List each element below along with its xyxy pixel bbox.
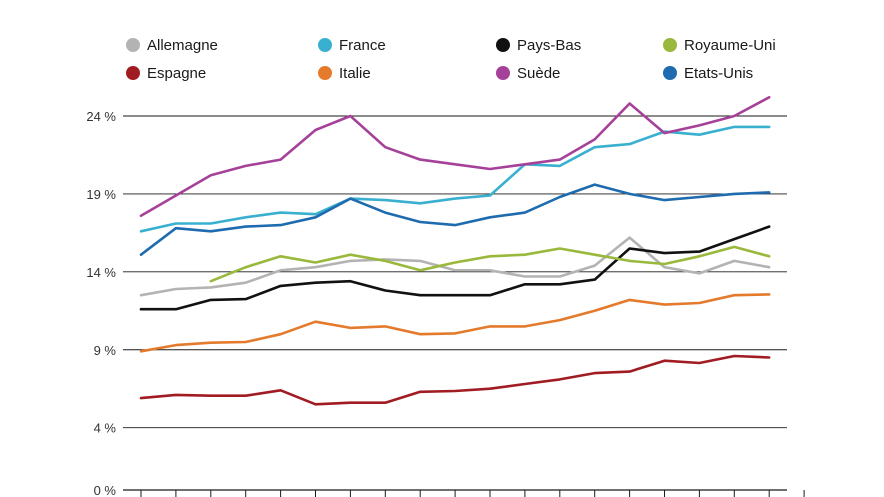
y-tick-label: 14 % (86, 265, 116, 280)
series-line-france (139, 125, 771, 233)
legend-label: Pays-Bas (517, 37, 581, 54)
legend-marker (496, 66, 510, 80)
legend-label: Espagne (147, 65, 206, 82)
y-tick-label: 9 % (94, 343, 117, 358)
legend-marker (126, 38, 140, 52)
legend-label: Allemagne (147, 37, 218, 54)
y-tick-label: 24 % (86, 109, 116, 124)
series-line-etats-unis (139, 183, 771, 256)
series-lines (139, 96, 771, 406)
legend: Allemagne Espagne France Italie Pays-Bas Suèd… (126, 37, 776, 82)
legend-marker (496, 38, 510, 52)
legend-label: Italie (339, 65, 371, 82)
legend-label: Suède (517, 65, 560, 82)
series-line-allemagne (139, 236, 771, 297)
y-tick-label: 0 % (94, 483, 117, 497)
legend-marker (663, 66, 677, 80)
legend-marker (126, 66, 140, 80)
y-axis-ticks: 0 % 4 % 9 % 14 % 19 % 24 % (86, 109, 116, 497)
legend-label: Etats-Unis (684, 65, 753, 82)
series-line-italie (139, 293, 771, 353)
x-axis-ticks (140, 490, 805, 497)
legend-label: France (339, 37, 386, 54)
series-line-royaume-uni (209, 245, 771, 283)
legend-marker (318, 66, 332, 80)
legend-label: Royaume-Uni (684, 37, 776, 54)
series-line-suede (139, 96, 771, 217)
series-line-pays-bas (139, 225, 771, 311)
y-tick-label: 4 % (94, 421, 117, 436)
legend-marker (663, 38, 677, 52)
legend-marker (318, 38, 332, 52)
y-tick-label: 19 % (86, 187, 116, 202)
series-line-espagne (139, 354, 771, 406)
